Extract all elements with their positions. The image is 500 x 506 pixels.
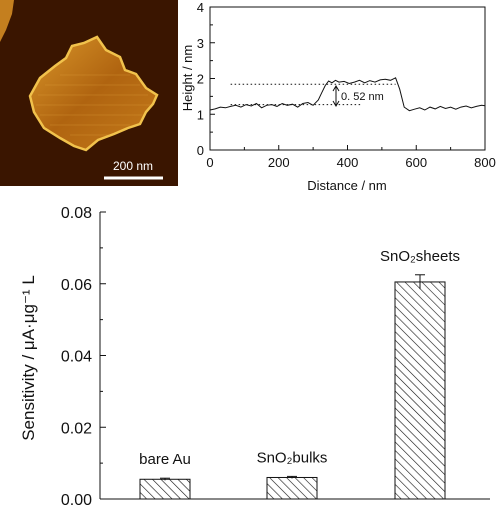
bar-y-tick-label: 0.00 [61, 492, 92, 506]
profile-x-tick-label: 400 [337, 155, 359, 170]
profile-y-axis-label: Height / nm [180, 45, 195, 111]
height-profile-chart: 0 200 400 600 800 0 1 2 3 4 0. 52 nm Distance / n… [180, 0, 496, 193]
afm-image: 200 nm [0, 0, 178, 186]
profile-y-tick-label: 3 [197, 36, 204, 51]
profile-x-tick-label: 800 [474, 155, 496, 170]
step-arrow-head-down [332, 100, 340, 107]
bar-category-label: bare Au [139, 451, 191, 468]
profile-y-tick-label: 2 [197, 72, 204, 87]
bar-y-tick-label: 0.06 [61, 277, 92, 294]
afm-image-svg: 200 nm [0, 0, 178, 186]
step-height-label: 0. 52 nm [341, 91, 384, 103]
bar-y-tick-label: 0.02 [61, 420, 92, 437]
bar-category-label: SnO₂sheets [380, 248, 460, 265]
step-height-annotation: 0. 52 nm [332, 85, 384, 107]
profile-y-tick-label: 0 [197, 143, 204, 158]
bar-category-label: SnO₂bulks [257, 449, 328, 466]
profile-x-tick-label: 0 [206, 155, 213, 170]
bar-y-axis-label: Sensitivity / μA·μg⁻¹ L [19, 275, 38, 441]
profile-y-tick-label: 1 [197, 107, 204, 122]
profile-y-tick-label: 4 [197, 0, 204, 15]
bar [266, 476, 318, 500]
bar-y-tick-label: 0.04 [61, 349, 92, 366]
bar-y-tick-label: 0.08 [61, 205, 92, 222]
afm-flake [28, 35, 159, 152]
afm-edge-flake [0, 0, 14, 42]
profile-series-line [209, 77, 486, 112]
profile-x-axis-label: Distance / nm [307, 178, 386, 193]
afm-scale-bar-label: 200 nm [113, 159, 153, 173]
bar [139, 478, 191, 500]
afm-scan-lines [36, 74, 150, 136]
step-arrow-head-up [332, 85, 340, 92]
bar [394, 281, 446, 500]
profile-plot-frame [209, 6, 486, 151]
profile-x-tick-label: 200 [268, 155, 290, 170]
profile-x-tick-label: 600 [405, 155, 427, 170]
sensitivity-bar-chart: 0.00 0.02 0.04 0.06 0.08 bare Au SnO₂bulks SnO… [19, 205, 490, 506]
